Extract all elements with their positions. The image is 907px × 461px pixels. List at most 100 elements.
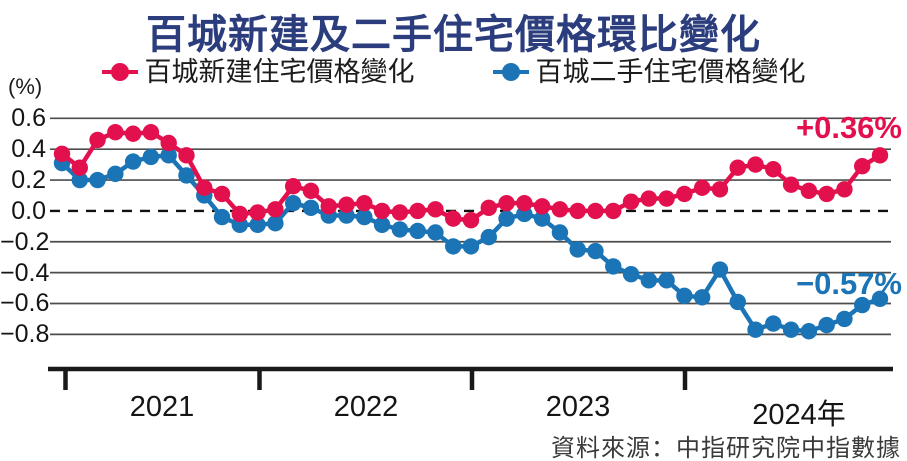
data-point <box>445 238 462 255</box>
annotation-second-hand-latest: −0.57% <box>795 266 902 301</box>
data-point <box>587 202 604 220</box>
data-point <box>249 216 266 233</box>
data-point <box>178 147 195 164</box>
y-tick-label: −0.6 <box>0 289 50 318</box>
data-point <box>249 204 266 221</box>
data-point <box>854 157 871 175</box>
data-point <box>160 147 177 164</box>
y-tick-label: 0.4 <box>11 135 46 164</box>
data-point <box>320 198 337 215</box>
data-point <box>871 147 889 164</box>
y-axis-unit-label: (%) <box>8 74 43 99</box>
data-point <box>427 201 444 218</box>
data-point <box>356 194 373 212</box>
series-new-home <box>53 124 889 229</box>
legend-label-new-home: 百城新建住宅價格變化 <box>144 57 415 87</box>
legend-item-new-home: 百城新建住宅價格變化 <box>101 57 415 87</box>
data-point <box>409 202 426 220</box>
data-point <box>693 289 711 306</box>
x-tick-label-year: 2023 <box>545 391 611 423</box>
data-point <box>782 321 800 338</box>
page-title: 百城新建及二手住宅價格環比變化 <box>146 13 761 57</box>
data-point <box>498 194 515 212</box>
new-home-line-dot-marker-icon <box>101 62 138 82</box>
data-point <box>676 185 693 203</box>
data-point <box>622 265 640 283</box>
data-point <box>213 185 231 203</box>
data-point <box>747 156 764 173</box>
data-point <box>605 202 622 220</box>
data-point <box>107 165 124 183</box>
annotation-new-home-latest: +0.36% <box>795 110 902 145</box>
data-point <box>107 124 124 141</box>
x-tick-label-year: 2021 <box>129 391 195 423</box>
data-point <box>782 176 800 193</box>
y-tick-label: 0.0 <box>11 196 46 225</box>
data-point <box>178 167 195 184</box>
data-point <box>729 293 746 311</box>
data-point <box>533 198 551 215</box>
series-second-hand <box>53 147 889 340</box>
data-point <box>836 181 853 198</box>
data-point <box>373 216 391 233</box>
data-point <box>213 208 231 226</box>
data-point <box>729 159 746 176</box>
legend-item-second-hand: 百城二手住宅價格變化 <box>492 57 806 87</box>
data-point <box>854 296 871 314</box>
data-point <box>124 125 142 142</box>
y-tick-label: −0.8 <box>0 320 50 349</box>
data-point <box>480 199 497 217</box>
data-point <box>142 124 160 141</box>
data-point <box>516 194 533 212</box>
y-tick-label: −0.2 <box>0 227 50 256</box>
data-point <box>605 258 622 275</box>
data-point <box>765 315 782 332</box>
data-point <box>747 321 764 338</box>
data-point <box>569 241 586 258</box>
y-tick-label: 0.2 <box>11 166 46 195</box>
data-point <box>818 185 835 203</box>
data-point <box>302 182 320 200</box>
data-point <box>445 210 462 227</box>
data-point <box>569 202 586 220</box>
data-point <box>818 316 835 334</box>
data-point <box>658 272 675 289</box>
data-point <box>391 221 409 238</box>
data-point <box>658 190 675 207</box>
data-point <box>409 222 426 240</box>
data-point <box>356 208 373 226</box>
data-point <box>196 179 213 196</box>
second-hand-line-dot-marker-icon <box>492 62 529 82</box>
data-point <box>551 201 569 218</box>
data-point <box>231 205 249 223</box>
data-point <box>800 182 818 200</box>
x-tick-label-year: 2022 <box>333 391 399 423</box>
data-point <box>640 190 658 207</box>
data-point <box>551 224 569 241</box>
data-point <box>71 159 88 176</box>
data-point <box>836 310 853 328</box>
data-point <box>267 201 284 218</box>
data-point <box>676 287 693 304</box>
data-point <box>498 210 515 227</box>
data-point <box>711 181 729 198</box>
data-point <box>462 238 480 255</box>
data-point <box>160 134 177 152</box>
data-point <box>800 323 818 340</box>
data-point <box>693 179 711 196</box>
data-point <box>142 148 160 166</box>
data-point <box>89 131 106 149</box>
x-tick-label-year: 2024年 <box>752 399 846 431</box>
data-point <box>533 210 551 227</box>
data-point <box>53 145 71 163</box>
legend-label-second-hand: 百城二手住宅價格變化 <box>535 57 806 87</box>
data-point <box>338 196 355 213</box>
source-note: 資料來源：中指研究院中指數據 <box>551 436 901 461</box>
y-tick-label: −0.4 <box>0 258 50 287</box>
data-point <box>284 178 302 195</box>
data-point <box>89 171 106 189</box>
data-point <box>373 202 391 220</box>
data-point <box>587 242 604 260</box>
data-point <box>640 272 658 289</box>
